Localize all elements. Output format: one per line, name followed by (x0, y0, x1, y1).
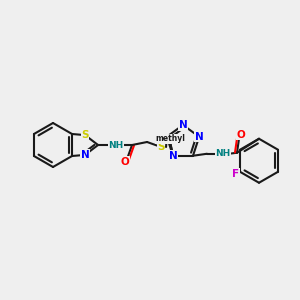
Text: N: N (169, 151, 177, 161)
Text: NH: NH (108, 140, 124, 149)
Text: S: S (81, 130, 89, 140)
Text: NH: NH (215, 149, 231, 158)
Text: N: N (195, 132, 203, 142)
Text: O: O (237, 130, 245, 140)
Text: S: S (157, 142, 165, 152)
Text: N: N (81, 150, 89, 160)
Text: methyl: methyl (155, 134, 185, 143)
Text: N: N (178, 120, 188, 130)
Text: O: O (121, 157, 129, 167)
Text: F: F (232, 169, 239, 179)
